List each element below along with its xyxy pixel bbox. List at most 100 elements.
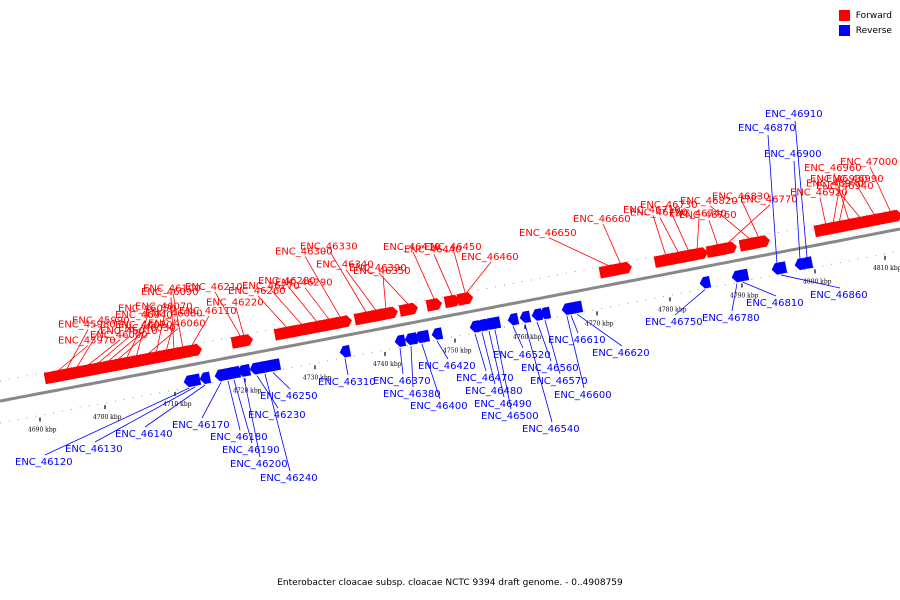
- gene-label-leader: [549, 238, 611, 267]
- gene-label-forward: ENC_46990: [826, 174, 884, 185]
- axis-tick-label: 4740 kbp: [373, 361, 402, 368]
- reverse-swatch: [839, 25, 850, 36]
- gene-arrow-reverse: [394, 335, 406, 348]
- gene-label-leader: [653, 215, 666, 256]
- legend-label-reverse: Reverse: [856, 26, 892, 36]
- gene-label-reverse: ENC_46910: [765, 109, 823, 120]
- gene-label-leader: [434, 254, 453, 296]
- gene-arrow-forward: [879, 209, 900, 224]
- gene-label-reverse: ENC_46120: [15, 457, 73, 468]
- gene-label-forward: ENC_46660: [573, 214, 631, 225]
- legend-label-forward: Forward: [856, 11, 892, 21]
- gene-label-reverse: ENC_46380: [383, 389, 441, 400]
- gene-arrow-reverse: [199, 372, 211, 385]
- gene-label-reverse: ENC_46170: [172, 420, 230, 431]
- gene-label-leader: [742, 201, 759, 238]
- axis-tick-label: 4810 kbp: [873, 265, 900, 272]
- gene-label-forward: ENC_46460: [461, 252, 519, 263]
- gene-label-leader: [675, 290, 705, 315]
- genome-title: Enterobacter cloacae subsp. cloacae NCTC…: [0, 578, 900, 588]
- gene-label-reverse: ENC_46180: [210, 432, 268, 443]
- gene-label-reverse: ENC_46540: [522, 424, 580, 435]
- gene-label-reverse: ENC_46860: [810, 290, 868, 301]
- gene-arrow-shape: [329, 315, 353, 330]
- gene-label-leader: [265, 374, 290, 471]
- gene-arrow-reverse: [339, 345, 351, 358]
- gene-arrow-reverse: [507, 313, 519, 326]
- legend-item-reverse: Reverse: [839, 23, 892, 38]
- gene-label-forward: ENC_46760: [679, 210, 737, 221]
- axis-tick-label: 4780 kbp: [658, 306, 687, 313]
- gene-label-reverse: ENC_46620: [592, 348, 650, 359]
- gene-label-leader: [836, 189, 861, 219]
- fwd-track-guide: [0, 209, 900, 381]
- gene-label-leader: [820, 197, 826, 225]
- axis-tick-label: 4750 kbp: [443, 348, 472, 355]
- gene-label-reverse: ENC_46490: [474, 399, 532, 410]
- gene-arrow-forward: [329, 315, 353, 330]
- gene-arrow-reverse: [431, 328, 443, 341]
- gene-label-reverse: ENC_46240: [260, 473, 318, 484]
- gene-label-forward: ENC_46650: [519, 228, 577, 239]
- axis-tick-label: 4800 kbp: [803, 278, 832, 285]
- gene-label-leader: [379, 273, 409, 305]
- gene-label-leader: [288, 286, 318, 323]
- gene-label-reverse: ENC_46810: [746, 298, 804, 309]
- gene-label-leader: [475, 334, 486, 371]
- gene-arrow-reverse: [699, 276, 711, 289]
- gene-label-leader: [383, 276, 386, 310]
- gene-label-reverse: ENC_46600: [554, 390, 612, 401]
- gene-arrow-forward: [714, 241, 738, 256]
- gene-label-reverse: ENC_46480: [465, 386, 523, 397]
- gene-label-forward: ENC_46290: [275, 278, 333, 289]
- gene-label-leader: [466, 262, 492, 294]
- gene-label-forward: ENC_46390: [349, 263, 407, 274]
- gene-label-reverse: ENC_46190: [222, 445, 280, 456]
- gene-arrow-shape: [431, 328, 443, 341]
- gene-label-reverse: ENC_46200: [230, 459, 288, 470]
- gene-label-reverse: ENC_46610: [548, 335, 606, 346]
- gene-label-leader: [273, 373, 290, 389]
- gene-label-leader: [603, 224, 621, 265]
- gene-label-reverse: ENC_46750: [645, 317, 703, 328]
- genome-map-view: 4690 kbp4700 kbp4710 kbp4720 kbp4730 kbp…: [0, 0, 900, 600]
- gene-arrow-shape: [199, 372, 211, 385]
- gene-arrow-shape: [714, 241, 738, 256]
- gene-arrow-shape: [394, 335, 406, 348]
- gene-label-leader: [258, 296, 288, 329]
- gene-label-reverse: ENC_46400: [410, 401, 468, 412]
- gene-label-reverse: ENC_46560: [521, 363, 579, 374]
- gene-arrow-shape: [879, 209, 900, 224]
- axis-tick-label: 4690 kbp: [28, 426, 57, 433]
- genome-map: 4690 kbp4700 kbp4710 kbp4720 kbp4730 kbp…: [0, 0, 900, 600]
- gene-label-leader: [236, 307, 244, 336]
- gene-label-reverse: ENC_46780: [702, 313, 760, 324]
- gene-label-forward: ENC_46220: [206, 297, 264, 308]
- gene-arrow-reverse: [771, 262, 783, 275]
- gene-label-leader: [571, 315, 578, 333]
- legend-item-forward: Forward: [839, 8, 892, 23]
- legend: Forward Reverse: [839, 8, 892, 38]
- gene-label-leader: [272, 291, 303, 326]
- gene-label-reverse: ENC_46140: [115, 429, 173, 440]
- gene-label-leader: [794, 161, 800, 259]
- gene-arrow-reverse: [519, 311, 531, 324]
- gene-label-forward: ENC_47000: [840, 157, 898, 168]
- gene-label-reverse: ENC_46130: [65, 444, 123, 455]
- forward-swatch: [839, 10, 850, 21]
- gene-label-leader: [697, 218, 699, 250]
- gene-label-reverse: ENC_46870: [738, 123, 796, 134]
- gene-arrow-shape: [519, 311, 531, 324]
- gene-label-leader: [413, 252, 435, 300]
- gene-label-leader: [202, 382, 221, 418]
- gene-label-leader: [345, 358, 348, 375]
- gene-label-reverse: ENC_46520: [493, 350, 551, 361]
- gene-arrow-shape: [699, 276, 711, 289]
- gene-arrow-shape: [771, 262, 783, 275]
- gene-label-reverse: ENC_46500: [481, 411, 539, 422]
- gene-label-reverse: ENC_46570: [530, 376, 588, 387]
- gene-label-forward: ENC_46060: [148, 318, 206, 329]
- gene-label-reverse: ENC_46370: [373, 376, 431, 387]
- gene-label-reverse: ENC_46250: [260, 391, 318, 402]
- gene-label-forward: ENC_46330: [300, 242, 358, 253]
